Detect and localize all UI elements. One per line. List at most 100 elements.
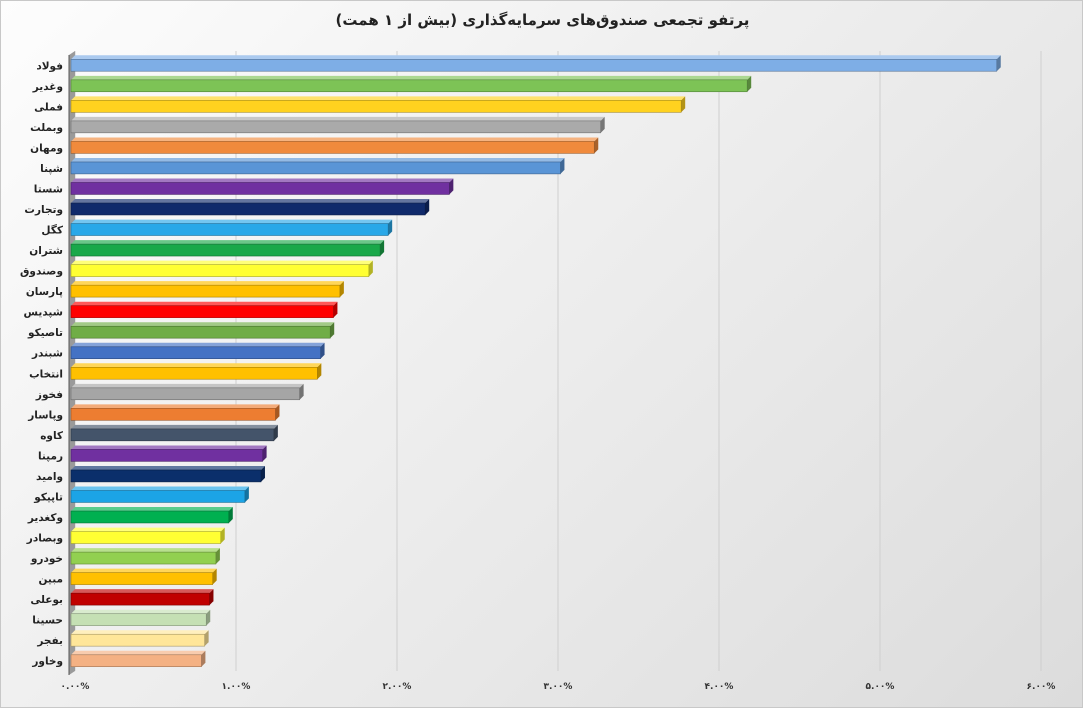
bar-top-face	[71, 75, 752, 80]
bar-end-face	[206, 609, 211, 626]
bar	[70, 551, 217, 565]
bar-end-face	[275, 404, 280, 421]
category-label: وبملت	[30, 122, 63, 134]
bar	[70, 654, 202, 667]
bar-end-face	[368, 260, 373, 277]
bar-top-face	[71, 116, 605, 121]
bar-top-face	[71, 55, 1001, 60]
bar-top-face	[71, 322, 335, 327]
bar-end-face	[220, 527, 225, 544]
bar	[70, 408, 276, 421]
bar-top-face	[71, 404, 280, 409]
category-label: بوعلی	[30, 594, 63, 606]
category-label: شستا	[34, 183, 63, 195]
bar	[70, 79, 748, 93]
bar	[70, 346, 321, 359]
bar-end-face	[244, 486, 249, 503]
bar	[70, 202, 426, 216]
bar	[70, 264, 370, 277]
bar-top-face	[71, 260, 373, 265]
bar-top-face	[71, 137, 599, 142]
bar-top-face	[71, 342, 325, 347]
bar-end-face	[339, 281, 344, 298]
bar-end-face	[260, 465, 265, 482]
bar-top-face	[71, 445, 267, 450]
category-label: وصندوق	[20, 266, 63, 278]
x-tick-label: ۱.۰۰%	[222, 682, 251, 692]
bar-top-face	[71, 424, 278, 429]
bar	[70, 284, 341, 298]
category-label: انتخاب	[29, 368, 63, 380]
x-tick-label: ۴.۰۰%	[705, 682, 734, 692]
bar-top-face	[71, 219, 393, 224]
bar-top-face	[71, 630, 209, 635]
bar	[70, 449, 263, 462]
bar-top-face	[71, 548, 220, 553]
category-label: وپاسار	[27, 409, 63, 421]
bar-top-face	[71, 609, 211, 614]
bar-end-face	[388, 219, 393, 236]
bar-top-face	[71, 281, 344, 286]
bar-top-face	[71, 96, 686, 101]
bar	[70, 305, 334, 318]
x-tick-label: ۲.۰۰%	[383, 682, 412, 692]
category-label: شپدیس	[24, 307, 63, 319]
bar	[70, 633, 205, 647]
bar-top-face	[71, 301, 338, 306]
category-label: وبصادر	[26, 533, 63, 545]
x-tick-label: ۰.۰۰%	[61, 682, 90, 692]
bar-top-face	[71, 363, 322, 368]
bar-end-face	[209, 589, 214, 606]
bar-end-face	[262, 445, 267, 462]
category-label: بفجر	[36, 635, 63, 647]
bar-top-face	[71, 589, 214, 594]
bar	[70, 387, 300, 401]
category-label: وامید	[36, 471, 63, 483]
bar-top-face	[71, 199, 430, 204]
bar-top-face	[71, 486, 249, 491]
bar	[70, 223, 389, 236]
category-label: خودرو	[30, 553, 63, 565]
category-label: مبین	[38, 574, 63, 586]
bar-top-face	[71, 157, 565, 162]
bar	[70, 469, 262, 483]
category-label: شبندر	[31, 348, 63, 360]
bar-end-face	[747, 75, 752, 92]
category-label: تاصیکو	[27, 327, 63, 339]
bar	[70, 572, 213, 585]
category-label: وغدیر	[32, 81, 63, 93]
bar-end-face	[681, 96, 686, 113]
bar	[70, 100, 682, 113]
bar-end-face	[560, 157, 565, 174]
x-tick-label: ۶.۰۰%	[1027, 682, 1056, 692]
bar-end-face	[594, 137, 599, 154]
category-label: وتجارت	[24, 204, 63, 216]
bar	[70, 531, 222, 544]
category-label: تاپیکو	[33, 491, 63, 503]
bar	[70, 59, 998, 72]
bar-end-face	[425, 199, 430, 215]
bar-end-face	[600, 116, 605, 133]
bar-end-face	[273, 424, 278, 441]
bar-top-face	[71, 650, 206, 655]
category-label: شپنا	[40, 163, 63, 175]
bar	[70, 510, 230, 524]
category-label: شتران	[29, 245, 63, 257]
bar	[70, 182, 450, 195]
category-label: فولاد	[36, 60, 63, 72]
bar	[70, 367, 318, 380]
category-label: پارسان	[26, 286, 63, 298]
bar-top-face	[71, 465, 265, 470]
category-label: ومهان	[30, 142, 63, 154]
category-label: رمپنا	[38, 450, 63, 462]
x-tick-label: ۵.۰۰%	[866, 682, 895, 692]
chart-title: پرتفو تجمعی صندوق‌های سرمایه‌گذاری (بیش …	[335, 11, 750, 29]
category-label: وخاور	[31, 656, 63, 668]
bar-end-face	[333, 301, 338, 318]
category-label: فملی	[34, 101, 63, 113]
bar	[70, 325, 331, 339]
x-tick-label: ۳.۰۰%	[544, 682, 573, 692]
bar-end-face	[449, 178, 454, 195]
